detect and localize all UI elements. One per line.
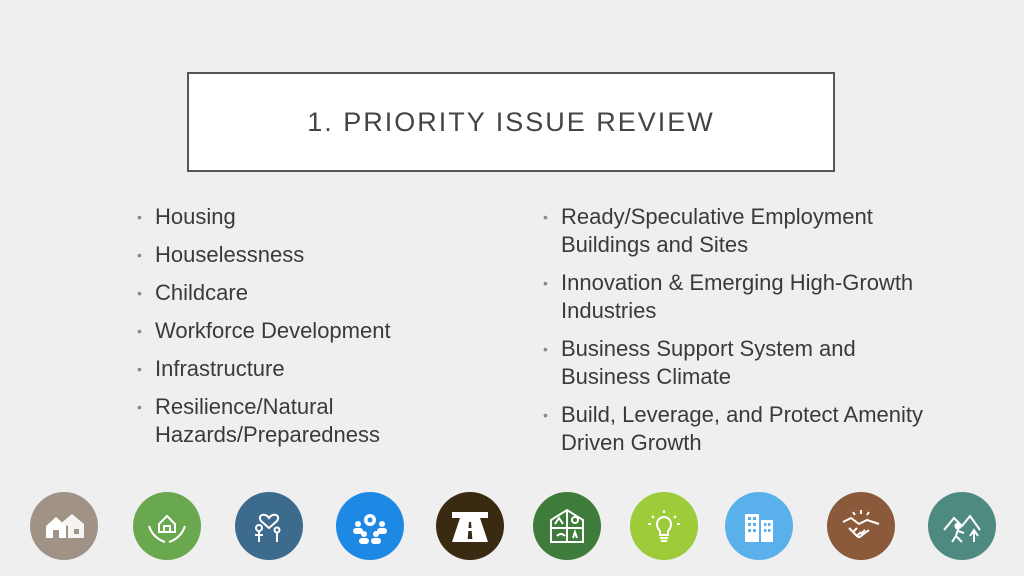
handshake-icon [827,492,895,560]
priority-icon-row [30,492,1000,562]
list-item: • Build, Leverage, and Protect Amenity Dr… [543,402,923,455]
list-item: • Ready/Speculative Employment Buildings … [543,204,873,257]
family-heart-icon [235,492,303,560]
page-title: 1. PRIORITY ISSUE REVIEW [307,106,715,137]
title-box: 1. PRIORITY ISSUE REVIEW [187,72,835,172]
right-issue-list: • Ready/Speculative Employment Buildings … [543,203,963,467]
list-item: • Houselessness [137,242,305,267]
lightbulb-icon [630,492,698,560]
list-item: • Resilience/Natural Hazards/Preparedness [137,394,381,447]
list-item: • Workforce Development [137,318,391,343]
home-in-hands-icon [133,492,201,560]
list-item: • Childcare [137,280,248,305]
team-gear-icon [336,492,404,560]
list-item: • Business Support System and Business Cl… [543,336,856,389]
houses-icon [30,492,98,560]
road-tunnel-icon [436,492,504,560]
left-issue-list: • Housing • Houselessness • Childcare • Work… [137,203,457,459]
nature-hazards-icon [533,492,601,560]
list-item: • Infrastructure [137,356,285,381]
list-item: • Housing [137,204,236,229]
list-item: • Innovation & Emerging High-Growth Indus… [543,270,914,323]
buildings-icon [725,492,793,560]
hiker-mountains-icon [928,492,996,560]
